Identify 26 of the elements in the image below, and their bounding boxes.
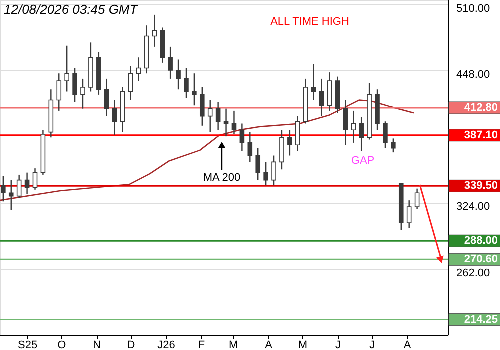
x-tick-label: N xyxy=(93,340,102,350)
y-tick-label: 324.00 xyxy=(456,201,490,214)
y-tick-label: 262.00 xyxy=(456,267,490,280)
x-tick-label: S25 xyxy=(18,340,38,350)
x-tick-label: A xyxy=(404,340,412,350)
y-tick-label: 510.00 xyxy=(456,2,490,15)
ref-line-label: 214.25 xyxy=(464,314,498,326)
x-tick-label: F xyxy=(198,340,206,350)
annotation: ALL TIME HIGH xyxy=(270,16,350,28)
ref-line-label: 412.80 xyxy=(464,102,498,114)
ref-line-label: 270.60 xyxy=(464,254,498,266)
x-tick-label: M xyxy=(229,340,238,350)
annotation: MA 200 xyxy=(203,172,241,184)
x-tick-label: A xyxy=(265,340,274,350)
x-tick-label: J xyxy=(335,340,341,350)
y-tick-label: 448.00 xyxy=(456,68,490,81)
ref-line-label: 387.10 xyxy=(464,129,498,142)
x-tick-label: M xyxy=(298,340,308,350)
x-tick-label: D xyxy=(127,340,136,350)
annotation: GAP xyxy=(351,155,375,167)
annotation: 12/08/2026 03:45 GMT xyxy=(4,2,139,17)
x-tick-label: J xyxy=(370,340,376,350)
x-tick-label: J26 xyxy=(158,340,176,350)
ref-line-label: 339.50 xyxy=(464,180,498,192)
x-tick-label: O xyxy=(58,340,67,350)
ref-line-label: 288.00 xyxy=(464,235,498,248)
